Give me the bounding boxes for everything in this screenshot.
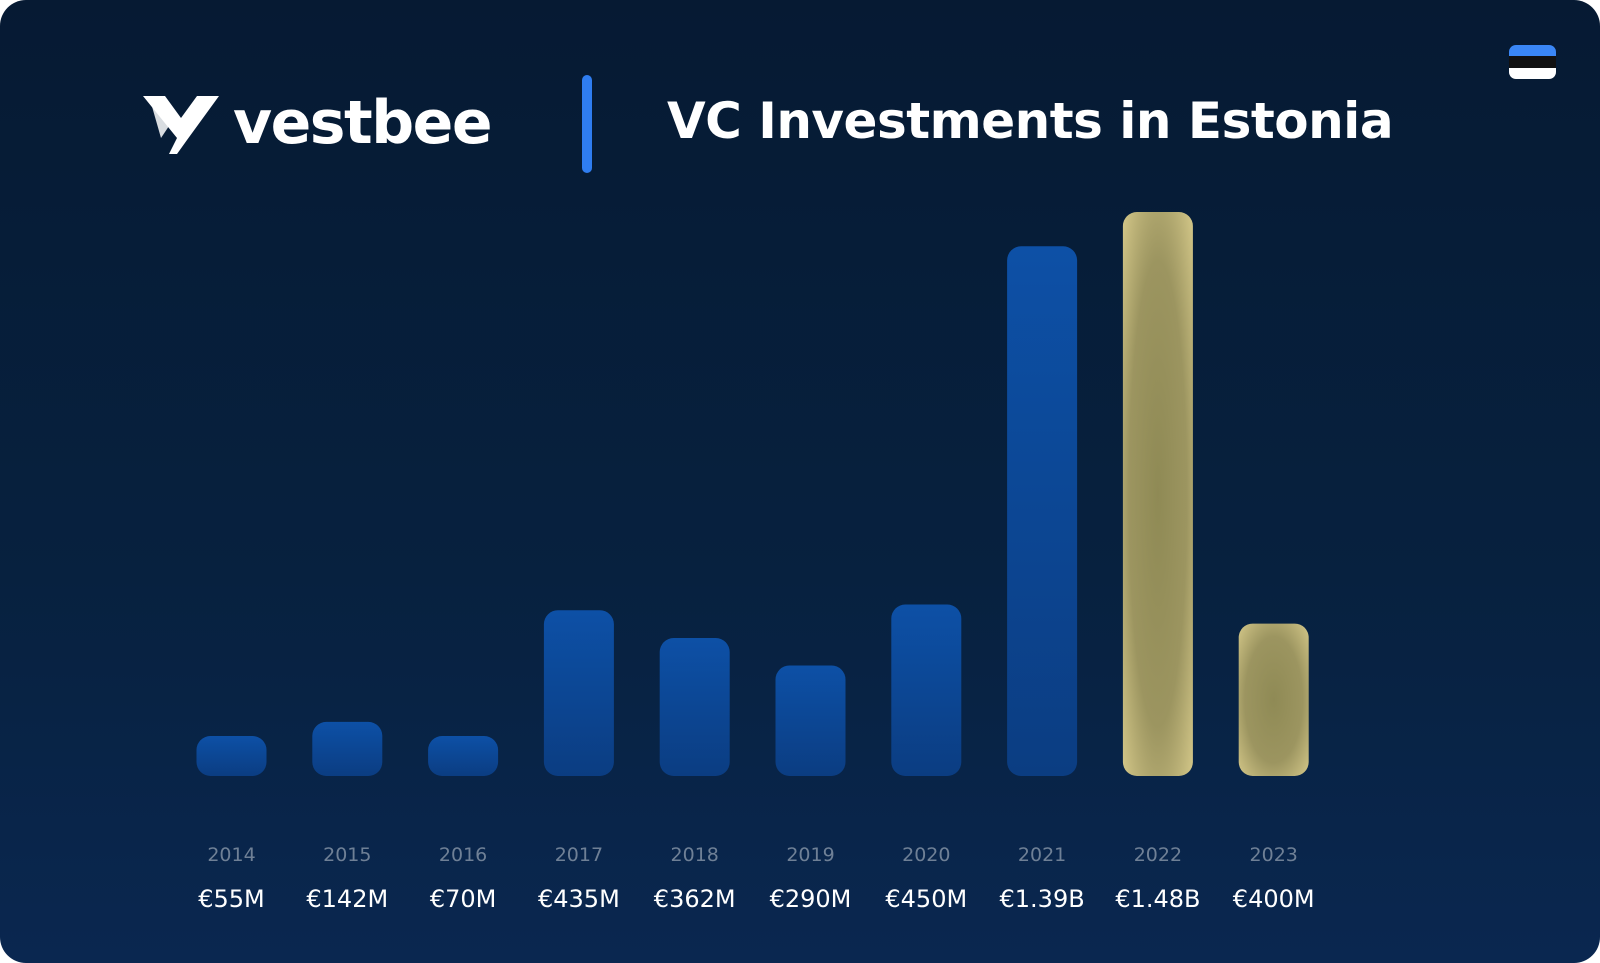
flag-stripe-blue	[1509, 45, 1556, 57]
year-label-2018: 2018	[671, 844, 719, 866]
bar-2016	[428, 736, 499, 776]
value-labels: €55M €142M €70M €435M €362M €290M €450M €1.39B €…	[198, 885, 1314, 913]
bar-2014	[196, 736, 267, 776]
bar-2015	[312, 721, 383, 776]
page-title: VC Investments in Estonia	[666, 92, 1394, 150]
year-label-2022: 2022	[1134, 844, 1182, 866]
value-label-2022: €1.48B	[1115, 885, 1200, 913]
bar-2018	[659, 638, 730, 776]
logo-wordmark: vestbee	[233, 88, 493, 158]
value-label-2014: €55M	[198, 885, 265, 913]
year-label-2020: 2020	[902, 844, 950, 866]
value-label-2021: €1.39B	[1000, 885, 1085, 913]
year-label-2014: 2014	[207, 844, 255, 866]
vestbee-logo: vestbee	[143, 88, 493, 158]
bar-2017	[543, 610, 614, 776]
value-label-2018: €362M	[654, 885, 736, 913]
value-label-2023: €400M	[1233, 885, 1315, 913]
value-label-2016: €70M	[430, 885, 497, 913]
flag-stripe-white	[1509, 67, 1556, 79]
vestbee-logo-icon	[143, 96, 219, 154]
year-label-2017: 2017	[555, 844, 603, 866]
bar-2020	[891, 604, 962, 776]
bar-2022	[1122, 212, 1193, 776]
header-divider	[582, 75, 592, 173]
bars	[196, 212, 1309, 776]
value-label-2020: €450M	[885, 885, 967, 913]
year-label-2015: 2015	[323, 844, 371, 866]
bar-2021	[1007, 246, 1078, 776]
year-label-2021: 2021	[1018, 844, 1066, 866]
gridlines	[150, 259, 1420, 777]
year-label-2023: 2023	[1250, 844, 1298, 866]
value-label-2017: €435M	[538, 885, 620, 913]
value-label-2019: €290M	[770, 885, 852, 913]
bar-2019	[775, 665, 846, 776]
flag-stripe-black	[1509, 56, 1556, 68]
value-label-2015: €142M	[306, 885, 388, 913]
year-label-2016: 2016	[439, 844, 487, 866]
bar-2023	[1238, 623, 1309, 776]
estonia-flag-icon	[1509, 45, 1556, 79]
year-labels: 2014 2015 2016 2017 2018 2019 2020 2021 2022 2023	[207, 844, 1298, 866]
year-label-2019: 2019	[786, 844, 834, 866]
